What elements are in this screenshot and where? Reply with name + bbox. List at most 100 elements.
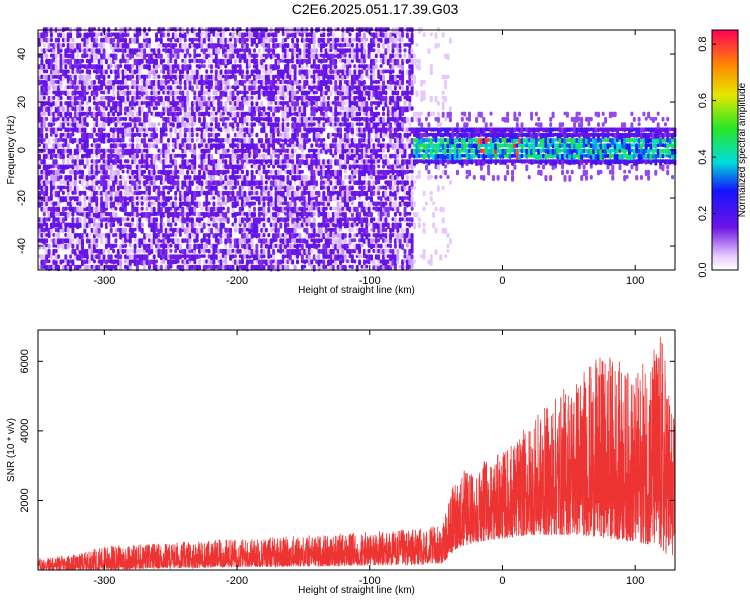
- heatmap-cell: [45, 164, 49, 171]
- heatmap-cell: [221, 53, 225, 58]
- heatmap-cell: [200, 159, 204, 166]
- heatmap-cell: [59, 111, 63, 118]
- heatmap-cell: [193, 169, 197, 175]
- heatmap-cell: [202, 238, 206, 243]
- heatmap-cell: [131, 90, 135, 95]
- heatmap-cell: [315, 101, 319, 108]
- heatmap-cell: [49, 238, 53, 243]
- heatmap-cell: [198, 116, 201, 123]
- heatmap-cell: [253, 175, 256, 180]
- heatmap-cell: [121, 169, 125, 174]
- heatmap-cell: [138, 95, 142, 100]
- heatmap-cell: [114, 196, 118, 203]
- heatmap-cell: [114, 138, 118, 143]
- heatmap-cell: [102, 37, 106, 43]
- heatmap-cell: [217, 196, 221, 202]
- heatmap-cell: [159, 53, 163, 59]
- heatmap-cell: [126, 169, 130, 174]
- heatmap-cell: [73, 254, 77, 260]
- heatmap-cell: [171, 211, 175, 218]
- heatmap-cell: [102, 111, 106, 117]
- heatmap-cell: [131, 132, 135, 139]
- heatmap-cell: [198, 222, 201, 227]
- heatmap-cell: [133, 243, 137, 250]
- heatmap-cell: [202, 164, 206, 172]
- heatmap-cell: [114, 169, 118, 176]
- heatmap-cell: [133, 206, 137, 212]
- heatmap-cell: [205, 238, 209, 244]
- heatmap-cell: [178, 106, 182, 112]
- heatmap-cell: [164, 243, 168, 249]
- heatmap-cell: [135, 169, 139, 176]
- heatmap-cell: [131, 254, 135, 259]
- heatmap-cell: [126, 254, 130, 260]
- heatmap-cell: [114, 259, 118, 264]
- heatmap-cell: [174, 27, 178, 32]
- heatmap-cell: [131, 211, 135, 217]
- heatmap-cell: [169, 233, 173, 237]
- heatmap-cell: [114, 43, 118, 50]
- heatmap-cell: [150, 227, 154, 233]
- heatmap-cell: [135, 69, 139, 74]
- heatmap-cell: [291, 85, 295, 91]
- heatmap-cell: [116, 248, 120, 255]
- heatmap-cell: [162, 243, 166, 250]
- heatmap-cell: [97, 69, 101, 74]
- heatmap-cell: [267, 148, 271, 156]
- heatmap-cell: [150, 53, 154, 61]
- heatmap-cell: [133, 248, 137, 254]
- heatmap-cell: [221, 159, 225, 164]
- heatmap-cell: [64, 143, 68, 148]
- heatmap-cell: [42, 53, 46, 58]
- heatmap-cell: [42, 238, 46, 245]
- heatmap-cell: [181, 196, 185, 200]
- heatmap-cell: [188, 233, 192, 239]
- heatmap-cell: [350, 127, 354, 135]
- heatmap-cell: [95, 159, 99, 165]
- heatmap-cell: [157, 95, 161, 102]
- heatmap-cell: [198, 259, 201, 265]
- heatmap-cell: [92, 58, 96, 63]
- heatmap-cell: [54, 190, 58, 198]
- heatmap-cell: [138, 58, 142, 66]
- heatmap-cell: [176, 169, 180, 174]
- heatmap-cell: [171, 153, 175, 159]
- heatmap-cell: [42, 32, 46, 39]
- heatmap-cell: [195, 69, 199, 76]
- heatmap-cell: [85, 79, 89, 87]
- heatmap-cell: [178, 122, 182, 128]
- heatmap-cell: [83, 175, 87, 182]
- heatmap-cell: [178, 79, 182, 85]
- heatmap-cell: [76, 264, 80, 271]
- heatmap-cell: [217, 180, 221, 186]
- heatmap-cell: [104, 116, 108, 124]
- heatmap-cell: [296, 190, 299, 197]
- heatmap-cell: [167, 122, 170, 128]
- heatmap-cell: [42, 122, 46, 129]
- heatmap-cell: [97, 227, 101, 234]
- heatmap-cell: [293, 264, 297, 270]
- heatmap-cell: [59, 222, 63, 230]
- heatmap-cell: [138, 175, 142, 180]
- heatmap-cell: [64, 64, 68, 70]
- heatmap-cell: [183, 164, 187, 170]
- heatmap-cell: [45, 64, 49, 70]
- heatmap-cell: [52, 64, 56, 71]
- heatmap-cell: [90, 53, 94, 60]
- heatmap-cell: [162, 122, 166, 129]
- heatmap-cell: [186, 222, 190, 228]
- heatmap-cell: [355, 159, 359, 164]
- heatmap-cell: [212, 101, 216, 105]
- heatmap-cell: [112, 185, 116, 192]
- heatmap-cell: [198, 248, 201, 254]
- heatmap-cell: [350, 264, 354, 270]
- heatmap-cell: [114, 159, 118, 165]
- heatmap-cell: [152, 64, 156, 69]
- heatmap-cell: [133, 259, 137, 267]
- heatmap-cell: [128, 122, 132, 128]
- heatmap-cell: [104, 32, 108, 39]
- heatmap-cell: [45, 53, 49, 59]
- heatmap-cell: [198, 169, 201, 176]
- heatmap-cell: [210, 190, 213, 196]
- heatmap-cell: [159, 58, 163, 65]
